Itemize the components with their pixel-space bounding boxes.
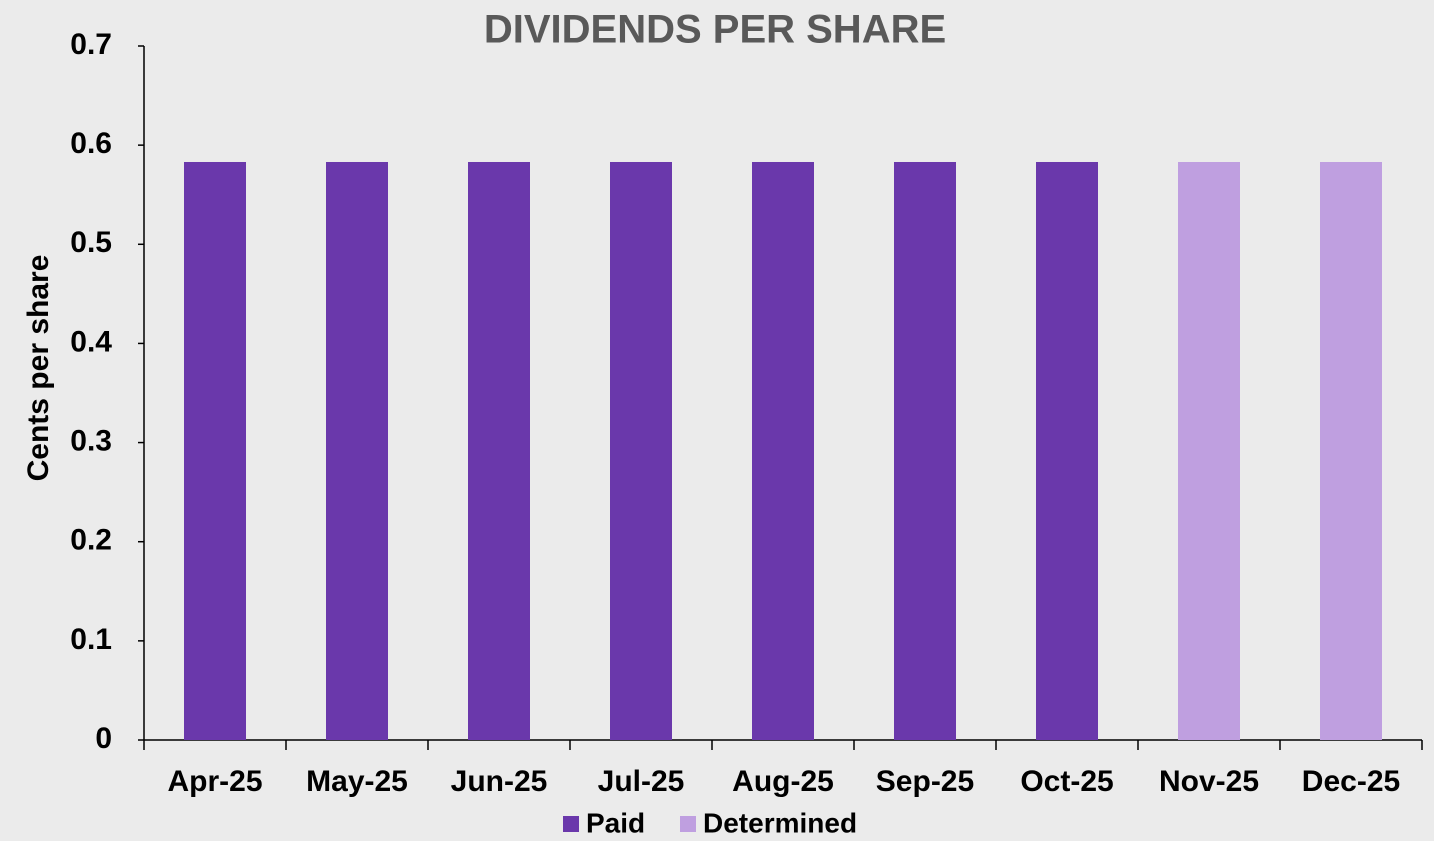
y-tick-label: 0.7 (70, 28, 112, 61)
bar (610, 161, 672, 741)
chart-title: DIVIDENDS PER SHARE (484, 8, 946, 52)
x-tick-label: Jun-25 (451, 765, 548, 798)
legend-swatch (680, 816, 696, 832)
bar (326, 161, 388, 741)
x-tick-label: Oct-25 (1020, 765, 1113, 798)
x-tick-label: Nov-25 (1159, 765, 1259, 798)
bar (468, 161, 530, 741)
legend-label: Paid (586, 807, 645, 838)
y-tick-label: 0.5 (70, 226, 112, 259)
y-tick-label: 0.3 (70, 424, 112, 457)
y-tick-label: 0.1 (70, 623, 112, 656)
bar (1320, 161, 1382, 741)
bar (752, 161, 814, 741)
y-axis-label: Cents per share (22, 255, 55, 482)
y-tick-label: 0.4 (70, 325, 112, 358)
x-tick-label: Jul-25 (598, 765, 685, 798)
x-tick-label: Sep-25 (876, 765, 974, 798)
bar (1036, 161, 1098, 741)
bar (894, 161, 956, 741)
x-tick-label: Apr-25 (167, 765, 262, 798)
y-tick-label: 0.2 (70, 524, 112, 557)
x-tick-label: Aug-25 (732, 765, 834, 798)
x-tick-label: May-25 (306, 765, 408, 798)
legend-swatch (563, 816, 579, 832)
x-tick-label: Dec-25 (1302, 765, 1400, 798)
y-tick-label: 0.6 (70, 127, 112, 160)
legend-label: Determined (703, 807, 857, 838)
bar (1178, 161, 1240, 741)
y-tick-label: 0 (95, 722, 112, 755)
bar (184, 161, 246, 741)
